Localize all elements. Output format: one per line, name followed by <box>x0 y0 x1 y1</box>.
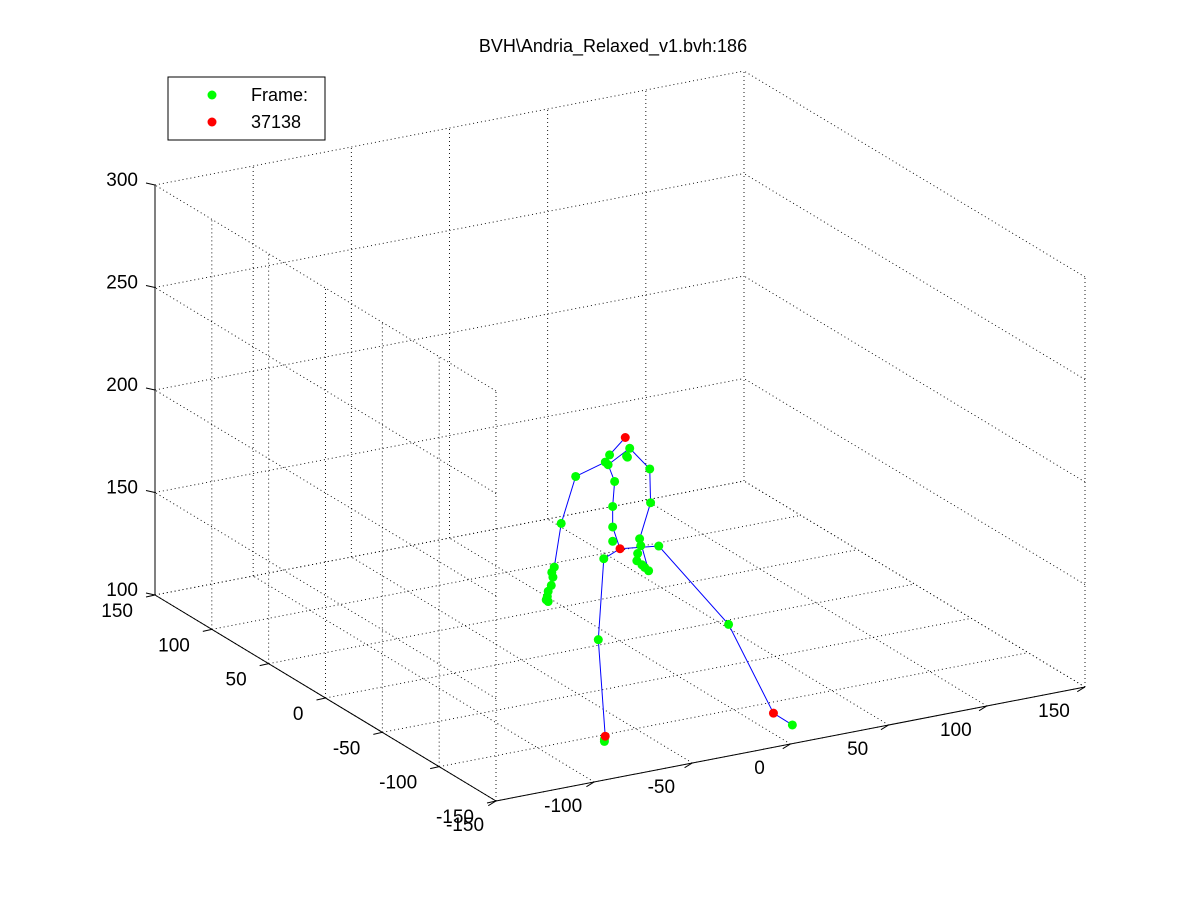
joint-point <box>645 464 655 474</box>
side-wall-grid-line <box>154 287 497 494</box>
y-tick-mark <box>373 731 383 735</box>
floor-grid-line <box>439 652 1029 768</box>
y-tick-label: -150 <box>436 807 474 828</box>
y-tick-mark <box>430 766 440 770</box>
joint-point <box>610 476 620 486</box>
joint-point <box>724 619 734 629</box>
z-tick-mark <box>145 182 156 186</box>
z-tick-mark <box>145 387 156 391</box>
x-tick-label: -150 <box>446 815 484 836</box>
joint-point <box>603 460 613 470</box>
y-tick-mark <box>202 628 212 632</box>
z-tick-label: 150 <box>106 478 138 499</box>
floor-grid-line <box>449 537 791 745</box>
z-tick-label: 100 <box>106 580 138 601</box>
x-tick-label: 150 <box>1038 701 1070 722</box>
x-tick-mark <box>684 762 693 769</box>
y-tick-mark <box>316 697 326 701</box>
y-tick-mark <box>259 663 269 667</box>
legend-marker-frame <box>207 90 217 100</box>
y-tick-label: -100 <box>379 773 417 794</box>
highlight-point <box>615 544 625 554</box>
floor-grid-line <box>211 514 801 630</box>
x-tick-mark <box>1077 686 1086 693</box>
right-wall-grid-line <box>743 480 1086 688</box>
joint-point <box>548 572 558 582</box>
x-tick-label: 0 <box>754 758 765 779</box>
x-tick-label: -50 <box>648 777 675 798</box>
joint-point <box>636 541 646 551</box>
highlight-point <box>620 433 630 443</box>
joint-point <box>622 452 632 462</box>
legend-label-frame: Frame: <box>251 85 308 105</box>
y-tick-label: 50 <box>226 670 247 691</box>
joint-point <box>646 498 656 508</box>
legend-label-frame-number: 37138 <box>251 112 301 132</box>
y-tick-label: 100 <box>158 635 190 656</box>
legend-marker-frame-number <box>207 117 217 127</box>
back-wall-grid-line <box>154 378 745 493</box>
right-wall-grid-line <box>743 173 1086 380</box>
right-wall-grid-line <box>743 70 1086 278</box>
floor-grid-line <box>268 549 858 665</box>
legend-box <box>167 76 326 141</box>
z-tick-label: 200 <box>106 375 138 396</box>
x-tick-mark <box>782 743 791 750</box>
joint-point <box>543 597 553 607</box>
y-tick-label: -50 <box>333 738 360 759</box>
y-tick-label: 150 <box>101 601 133 622</box>
x-tick-mark <box>880 724 889 731</box>
joint-point <box>654 541 664 551</box>
skeleton-bones <box>545 437 793 737</box>
bone-segment <box>597 548 621 737</box>
joint-point <box>556 518 566 528</box>
x-tick-label: 50 <box>847 739 868 760</box>
joint-point <box>625 443 635 453</box>
floor-grid-line <box>252 575 595 783</box>
x-tick-mark <box>978 705 988 712</box>
joint-point <box>608 501 618 511</box>
x-tick-mark <box>586 781 595 788</box>
legend[interactable]: Frame: 37138 <box>167 76 326 141</box>
right-wall-grid-line <box>743 378 1086 585</box>
tick-labels: -150-100-50050100150-150-100-50050100150… <box>101 170 1070 836</box>
y-tick-mark <box>145 594 156 598</box>
joint-point <box>635 534 645 544</box>
floor-grid-line <box>351 556 693 764</box>
joint-point <box>633 549 643 559</box>
floor-grid-line <box>325 583 915 699</box>
joint-point <box>644 566 654 576</box>
z-tick-label: 250 <box>106 273 138 294</box>
right-wall-grid-line <box>743 275 1086 483</box>
x-tick-label: 100 <box>940 720 972 741</box>
skeleton-points <box>541 433 797 746</box>
z-tick-mark <box>145 490 156 493</box>
y-tick-mark <box>486 800 497 804</box>
floor-grid-line <box>743 480 1086 688</box>
z-tick-label: 300 <box>106 170 138 191</box>
floor-grid-line <box>645 499 988 707</box>
back-wall-grid-line <box>154 173 745 288</box>
joint-point <box>608 536 618 546</box>
x-tick-label: -100 <box>544 796 582 817</box>
chart-title: BVH\Andria_Relaxed_v1.bvh:186 <box>479 36 747 57</box>
side-wall-grid-line <box>154 184 497 392</box>
highlight-point <box>600 731 610 741</box>
joint-point <box>605 450 615 460</box>
z-tick-mark <box>145 285 156 288</box>
floor-grid-line <box>547 518 889 726</box>
axes <box>145 182 1086 807</box>
y-tick-label: 0 <box>293 704 304 725</box>
joint-point <box>608 522 618 532</box>
joint-point <box>599 554 609 564</box>
joint-point <box>593 635 603 645</box>
highlight-point <box>768 708 778 718</box>
z-tick-mark <box>145 592 156 596</box>
side-wall-grid-line <box>154 492 497 699</box>
grid-lines <box>154 70 1086 802</box>
joint-point <box>571 471 581 481</box>
joint-point <box>787 720 797 730</box>
